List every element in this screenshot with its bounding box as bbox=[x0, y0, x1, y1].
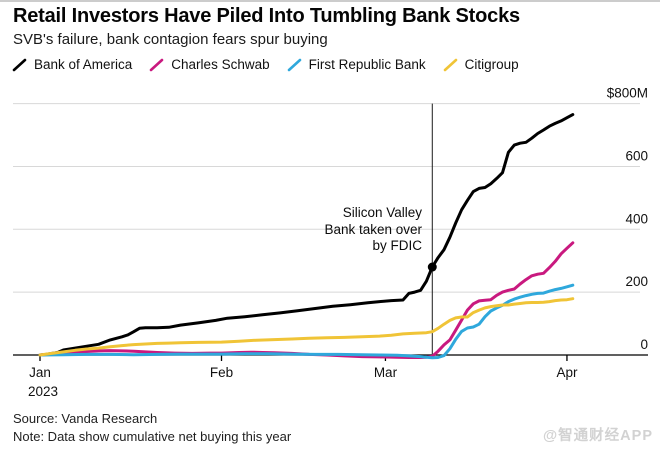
legend-label: Charles Schwab bbox=[171, 57, 270, 72]
legend-label: Bank of America bbox=[34, 57, 133, 72]
y-tick-label: 0 bbox=[640, 337, 648, 352]
line-swatch-icon bbox=[149, 58, 164, 71]
x-tick-label: Feb bbox=[210, 365, 233, 380]
y-tick-label: $800M bbox=[607, 86, 648, 101]
x-tick-sublabel: 2023 bbox=[28, 384, 58, 399]
event-marker-dot bbox=[427, 262, 437, 272]
legend-item-citigroup: Citigroup bbox=[443, 57, 519, 72]
data-note: Note: Data show cumulative net buying th… bbox=[13, 429, 292, 444]
legend-item-bank-of-america: Bank of America bbox=[12, 57, 132, 72]
x-tick-label: Jan bbox=[29, 365, 51, 380]
line-swatch-icon bbox=[443, 58, 457, 71]
legend-item-charles-schwab: Charles Schwab bbox=[149, 57, 270, 72]
legend-label: Citigroup bbox=[464, 57, 519, 72]
chart-title: Retail Investors Have Piled Into Tumblin… bbox=[13, 5, 520, 27]
line-swatch-icon bbox=[287, 58, 301, 71]
watermark: @智通财经APP bbox=[543, 428, 653, 444]
legend-label: First Republic Bank bbox=[308, 57, 426, 72]
source-note: Source: Vanda Research bbox=[13, 411, 158, 426]
footer-notes: Source: Vanda Research Note: Data show c… bbox=[13, 410, 291, 446]
top-border bbox=[0, 0, 660, 2]
line-bank-of-america bbox=[38, 113, 575, 357]
x-tick-label: Apr bbox=[556, 365, 578, 380]
legend: Bank of America Charles Schwab First Repub… bbox=[12, 57, 519, 72]
y-tick-label: 600 bbox=[625, 148, 648, 163]
x-tick-label: Mar bbox=[374, 365, 398, 380]
y-tick-label: 400 bbox=[625, 211, 648, 226]
line-citigroup bbox=[38, 297, 575, 357]
line-first-republic-bank bbox=[38, 283, 575, 360]
event-annotation: Silicon Valley Bank taken over by FDIC bbox=[324, 205, 422, 253]
legend-item-first-republic-bank: First Republic Bank bbox=[287, 57, 426, 72]
y-tick-label: 200 bbox=[625, 274, 648, 289]
line-charles-schwab bbox=[38, 241, 575, 359]
chart-subtitle: SVB's failure, bank contagion fears spur… bbox=[13, 31, 328, 48]
line-swatch-icon bbox=[12, 58, 27, 71]
